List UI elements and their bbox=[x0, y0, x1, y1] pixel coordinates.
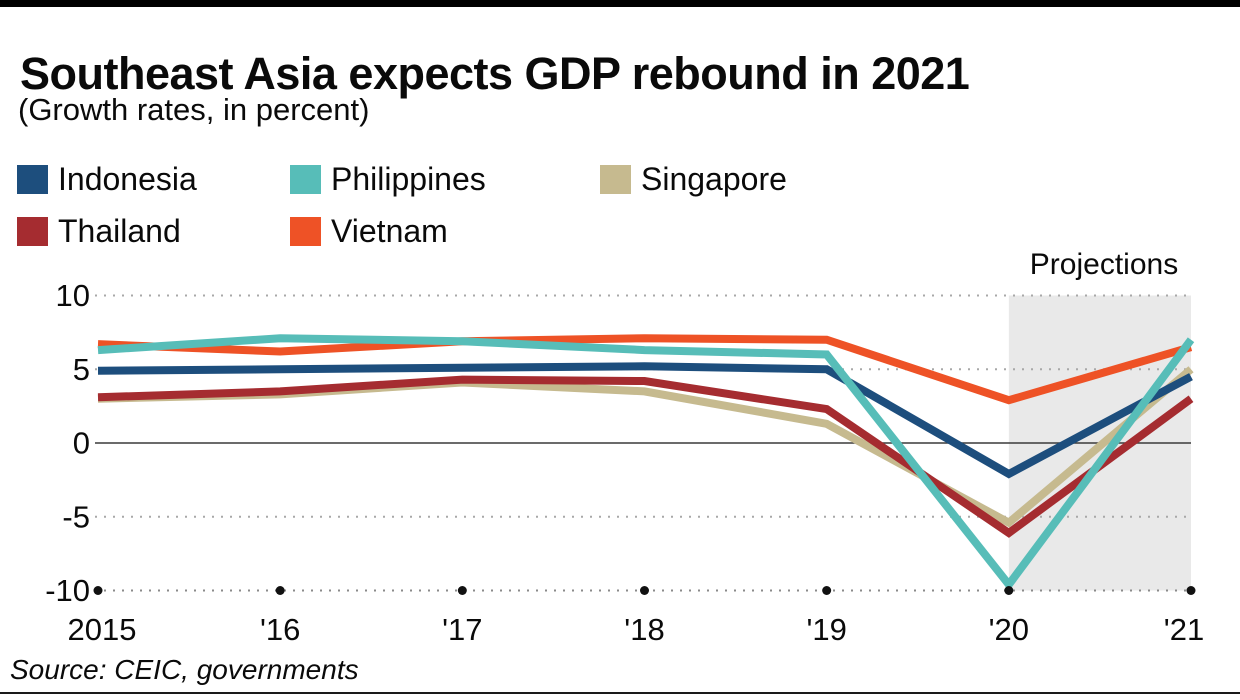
axis-year-dot bbox=[640, 586, 650, 595]
legend-label: Singapore bbox=[641, 161, 787, 197]
axis-year-dot bbox=[1186, 586, 1196, 595]
legend-swatch-singapore bbox=[600, 165, 631, 194]
x-tick-label: '16 bbox=[260, 612, 300, 647]
series-line-philippines bbox=[97, 334, 1195, 592]
x-tick-label: '18 bbox=[624, 612, 664, 647]
legend-label: Thailand bbox=[58, 213, 181, 249]
legend-label: Philippines bbox=[331, 161, 486, 197]
bottom-border bbox=[0, 692, 1240, 694]
page-title: Southeast Asia expects GDP rebound in 20… bbox=[20, 48, 970, 100]
legend-swatch-thailand bbox=[17, 217, 48, 246]
series-line-indonesia bbox=[97, 362, 1193, 479]
x-tick-label: '21 bbox=[1164, 612, 1204, 647]
source-note: Source: CEIC, governments bbox=[10, 654, 359, 685]
y-tick-label: 5 bbox=[73, 352, 90, 387]
axis-year-dot bbox=[93, 586, 103, 595]
legend-swatch-indonesia bbox=[17, 165, 48, 194]
axis-year-dot bbox=[822, 586, 832, 595]
x-tick-label: '17 bbox=[442, 612, 482, 647]
legend-label: Indonesia bbox=[58, 161, 197, 197]
legend-item-thailand: Thailand bbox=[17, 213, 181, 250]
axis-year-dot bbox=[275, 586, 285, 595]
x-tick-label: '19 bbox=[806, 612, 846, 647]
legend-item-indonesia: Indonesia bbox=[17, 161, 197, 198]
series-line-vietnam bbox=[97, 334, 1193, 405]
chart-subtitle: (Growth rates, in percent) bbox=[18, 92, 370, 127]
y-tick-label: -10 bbox=[45, 573, 90, 608]
y-tick-label: -5 bbox=[62, 499, 90, 534]
top-accent-bar bbox=[0, 0, 1240, 7]
legend-item-vietnam: Vietnam bbox=[290, 213, 448, 250]
series-line-thailand bbox=[97, 375, 1194, 538]
projections-label: Projections bbox=[1029, 248, 1179, 281]
legend-item-philippines: Philippines bbox=[290, 161, 486, 198]
x-tick-label: '20 bbox=[989, 612, 1029, 647]
legend-swatch-philippines bbox=[290, 165, 321, 194]
y-tick-label: 0 bbox=[73, 426, 90, 461]
legend-label: Vietnam bbox=[331, 213, 448, 249]
legend-swatch-vietnam bbox=[290, 217, 321, 246]
axis-year-dot bbox=[457, 586, 467, 595]
legend-item-singapore: Singapore bbox=[600, 161, 787, 198]
x-tick-label: 2015 bbox=[68, 612, 137, 647]
y-tick-label: 10 bbox=[56, 278, 90, 313]
axis-year-dot bbox=[1004, 586, 1014, 595]
legend: Indonesia Philippines Singapore Thailand Vie… bbox=[0, 0, 1240, 260]
